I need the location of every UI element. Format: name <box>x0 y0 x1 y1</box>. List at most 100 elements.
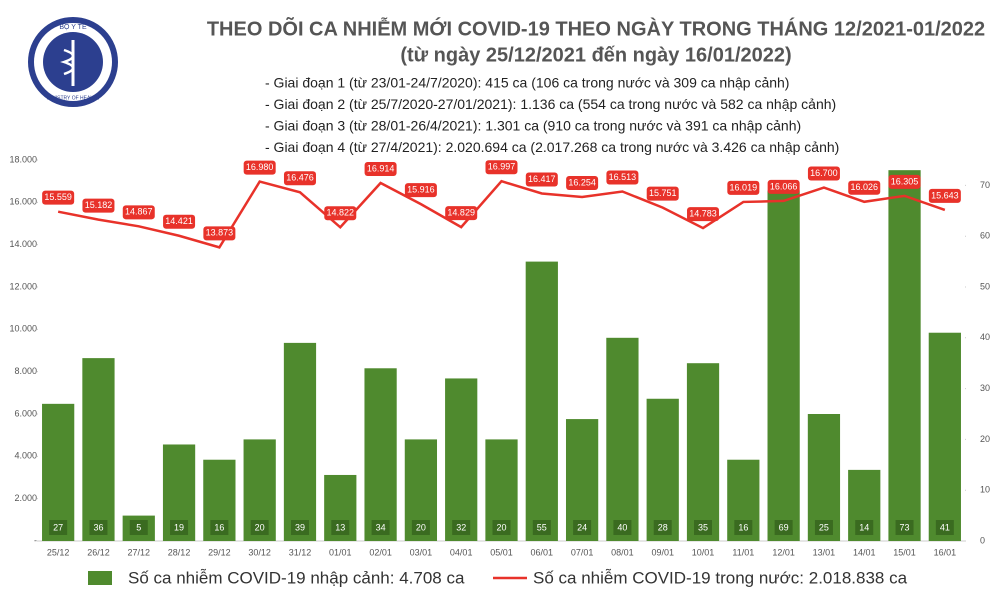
line-label: 14.783 <box>689 208 717 218</box>
line-label: 16.254 <box>568 177 596 187</box>
line-label-box <box>485 160 518 175</box>
bar-label-box <box>855 520 874 535</box>
x-tick-label: 15/01 <box>893 547 916 557</box>
x-tick-label: 09/01 <box>651 547 674 557</box>
line-label: 16.700 <box>810 168 838 178</box>
logo-top: BỘ Y TẾ <box>59 21 87 31</box>
bar-label-box <box>935 520 954 535</box>
x-tick-label: 26/12 <box>87 547 110 557</box>
chart-title: THEO DÕI CA NHIỄM MỚI COVID-19 THEO NGÀY… <box>207 16 985 40</box>
legend-label: Số ca nhiễm COVID-19 trong nước: 2.018.8… <box>533 568 908 587</box>
y-tick-label: 8.000 <box>14 366 37 376</box>
x-tick-label: 08/01 <box>611 547 634 557</box>
x-tick-label: 04/01 <box>450 547 473 557</box>
x-tick-label: 07/01 <box>571 547 594 557</box>
y-tick-label: 14.000 <box>9 239 37 249</box>
bar-label: 5 <box>136 522 141 532</box>
y-tick-label: 18.000 <box>9 154 37 164</box>
bar-label: 35 <box>698 522 708 532</box>
bar <box>928 332 961 541</box>
line-label: 16.417 <box>528 174 556 184</box>
bar-label: 27 <box>53 522 63 532</box>
bar-label: 39 <box>295 522 305 532</box>
bar-label: 20 <box>416 522 426 532</box>
chart-subtitle: (từ ngày 25/12/2021 đến ngày 16/01/2022) <box>400 44 791 66</box>
line-label-box <box>727 180 760 195</box>
y2-tick-label: 60 <box>980 231 990 241</box>
bar <box>646 398 679 541</box>
line-label: 16.980 <box>246 162 274 172</box>
line-label-box <box>687 207 720 222</box>
line-label-box <box>404 183 437 198</box>
bar-label-box <box>89 520 108 535</box>
y-tick-label: - <box>34 535 37 545</box>
bar <box>606 337 639 541</box>
y2-tick-label: 40 <box>980 332 990 342</box>
bar-label-box <box>492 520 511 535</box>
bar-label-box <box>734 520 753 535</box>
line-label: 16.997 <box>488 162 516 172</box>
line-label-box <box>82 198 115 213</box>
logo: BỘ Y TẾ MINISTRY OF HEALTH <box>28 17 118 107</box>
bar <box>767 190 800 542</box>
x-tick-label: 01/01 <box>329 547 352 557</box>
bar-label-box <box>331 520 350 535</box>
line-label-box <box>928 188 961 203</box>
bar-label-box <box>814 520 833 535</box>
y-tick-label: 10.000 <box>9 324 37 334</box>
bar-label: 40 <box>617 522 627 532</box>
x-tick-label: 06/01 <box>531 547 554 557</box>
legend-label: Số ca nhiễm COVID-19 nhập cảnh: 4.708 ca <box>128 568 465 587</box>
x-tick-label: 02/01 <box>369 547 392 557</box>
line-label-box <box>848 180 881 195</box>
x-tick-label: 13/01 <box>813 547 836 557</box>
bar-label-box <box>371 520 390 535</box>
x-tick-label: 10/01 <box>692 547 715 557</box>
bar-label: 36 <box>93 522 103 532</box>
bar <box>686 363 720 541</box>
bar-label-box <box>532 520 551 535</box>
bar <box>525 261 558 541</box>
bar-label: 34 <box>376 522 386 532</box>
bar-label: 73 <box>900 522 910 532</box>
y-tick-label: 6.000 <box>14 408 37 418</box>
line-label-box <box>606 170 639 185</box>
line-label-box <box>163 214 196 229</box>
line-label: 15.559 <box>44 192 72 202</box>
x-tick-label: 25/12 <box>47 547 70 557</box>
x-tick-label: 03/01 <box>410 547 433 557</box>
line-label-box <box>566 175 599 190</box>
line-label: 16.513 <box>609 172 637 182</box>
note: - Giai đoạn 1 (từ 23/01-24/7/2020): 415 … <box>265 75 789 91</box>
y2-tick-label: 0 <box>980 535 985 545</box>
note: - Giai đoạn 3 (từ 28/01-26/4/2021): 1.30… <box>265 118 801 134</box>
bar-label: 32 <box>456 522 466 532</box>
line-label: 14.829 <box>447 207 475 217</box>
y2-tick-label: 70 <box>980 180 990 190</box>
line-label-box <box>122 205 155 220</box>
y-tick-label: 4.000 <box>14 451 37 461</box>
line-label: 16.026 <box>850 182 878 192</box>
logo-bottom: MINISTRY OF HEALTH <box>47 95 100 101</box>
line-label-box <box>42 190 75 205</box>
line-label-box <box>445 206 478 221</box>
x-tick-label: 27/12 <box>127 547 150 557</box>
x-tick-label: 29/12 <box>208 547 231 557</box>
bar-label-box <box>411 520 430 535</box>
line-label: 16.066 <box>770 181 798 191</box>
bar-label-box <box>653 520 672 535</box>
bar <box>888 170 921 541</box>
line-label: 15.751 <box>649 188 677 198</box>
line-label-box <box>646 186 679 201</box>
x-tick-label: 31/12 <box>289 547 312 557</box>
line-label-box <box>767 179 800 194</box>
line-label: 16.476 <box>286 173 314 183</box>
line-label-box <box>283 171 316 186</box>
bar <box>283 342 317 541</box>
x-tick-label: 30/12 <box>248 547 271 557</box>
x-tick-label: 28/12 <box>168 547 191 557</box>
bar-label-box <box>573 520 592 535</box>
x-tick-label: 14/01 <box>853 547 876 557</box>
note: - Giai đoạn 4 (từ 27/4/2021): 2.020.694 … <box>265 139 839 155</box>
